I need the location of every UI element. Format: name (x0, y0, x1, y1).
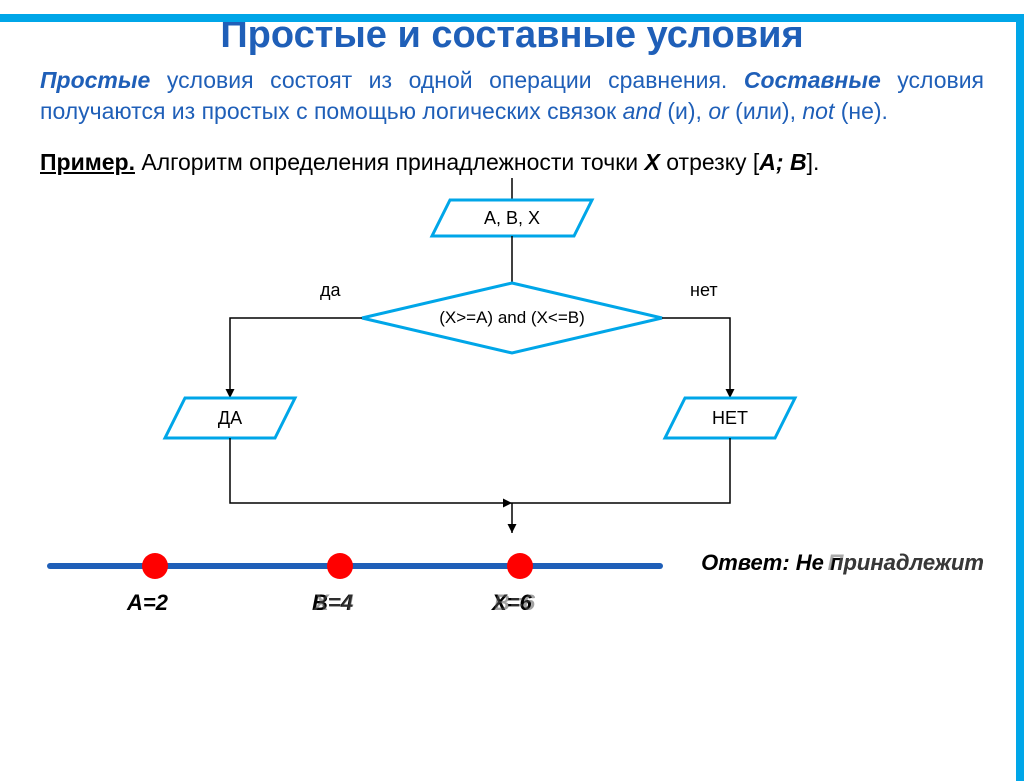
intro-compound: Составные (744, 67, 881, 93)
example-b: B (790, 149, 807, 175)
flowchart-area: A, B, X (X>=A) and (X<=B) да ДА нет НЕТ (0, 178, 1024, 538)
svg-text:нет: нет (690, 280, 718, 300)
numberline-area: A=2B=4X=4X=6B=6 Ответ: Не принадлежит Пр… (0, 548, 1024, 638)
intro-simple: Простые (40, 67, 150, 93)
op-not: not (802, 98, 834, 124)
flowchart-svg: A, B, X (X>=A) and (X<=B) да ДА нет НЕТ (0, 178, 1024, 538)
svg-text:НЕТ: НЕТ (712, 408, 748, 428)
point-label-extra: B=6 (494, 590, 535, 616)
top-accent (0, 14, 1024, 22)
example-paragraph: Пример. Алгоритм определения принадлежно… (40, 147, 984, 178)
op-and: and (623, 98, 661, 124)
svg-text:A, B, X: A, B, X (484, 208, 540, 228)
intro-or-ru: (или), (729, 98, 803, 124)
point-label-extra: X=4 (314, 590, 354, 616)
answer-prefix: Ответ (701, 550, 782, 575)
example-x: X (645, 149, 660, 175)
example-a: A (759, 149, 776, 175)
example-t2: отрезку [ (660, 149, 759, 175)
point-label: A=2 (127, 590, 168, 616)
svg-text:(X>=A) and (X<=B): (X>=A) and (X<=B) (439, 308, 585, 327)
svg-text:ДА: ДА (218, 408, 242, 428)
op-or: or (708, 98, 728, 124)
example-t1: Алгоритм определения принадлежности точк… (135, 149, 645, 175)
example-label: Пример. (40, 149, 135, 175)
svg-text:да: да (320, 280, 342, 300)
intro-t1: условия состоят из одной операции сравне… (150, 67, 727, 93)
answer-overlay: Принадлежит (828, 550, 984, 576)
example-close: ]. (807, 149, 820, 175)
intro-paragraph: Простые условия состоят из одной операци… (40, 65, 984, 127)
intro-not-ru: (не). (834, 98, 888, 124)
example-semi: ; (776, 149, 790, 175)
intro-and-ru: (и), (661, 98, 708, 124)
